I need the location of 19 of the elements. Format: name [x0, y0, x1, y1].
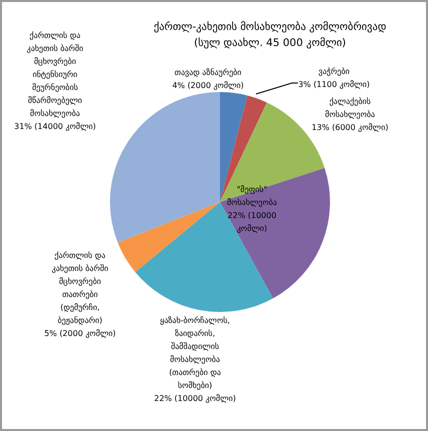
data-label: 4% (2000 კომლი): [172, 81, 244, 90]
slice-label: ქალაქების მოსახლეობა: [325, 97, 375, 119]
data-label: 5% (2000 კომლი): [44, 329, 116, 338]
data-label: 22% (10000 კომლი): [228, 211, 276, 233]
slice-label: ყაზახ-ბორჩალოს, ზაიდარის, შამშადილის მოსახლეობა (თათრები და სომხები): [160, 316, 230, 390]
data-label: 13% (6000 კომლი): [312, 123, 388, 132]
data-label: 3% (1100 კომლი): [298, 80, 370, 89]
pie-slice: [110, 92, 220, 242]
slice-label: ქართლის და კახეთის ბარში მცხოვრები ინტენსიური მეურნეობის მწარმოებელი მოსახლეობა: [26, 31, 84, 118]
chart-title: ქართლ-კახეთის მოსახლეობა კომლობრივად: [154, 21, 386, 33]
pie-slice: [220, 168, 330, 298]
text: (სულ დაახლ. 45 000 კომლი): [194, 37, 346, 49]
slice-label: თავად აზნაურები: [174, 68, 242, 77]
pie-slice: [118, 202, 220, 272]
slice-label: ქართლის და კახეთის ბარში მცხოვრები თათრები (დემურჩი, ბეჟანდარი): [52, 251, 108, 325]
slice-label: ვაჭრები: [318, 67, 350, 76]
data-label: 31% (14000 კომლი): [14, 122, 96, 131]
slice-label: "მეფის" მოსახლეობა: [227, 185, 277, 207]
data-label: 22% (10000 კომლი): [154, 394, 236, 403]
